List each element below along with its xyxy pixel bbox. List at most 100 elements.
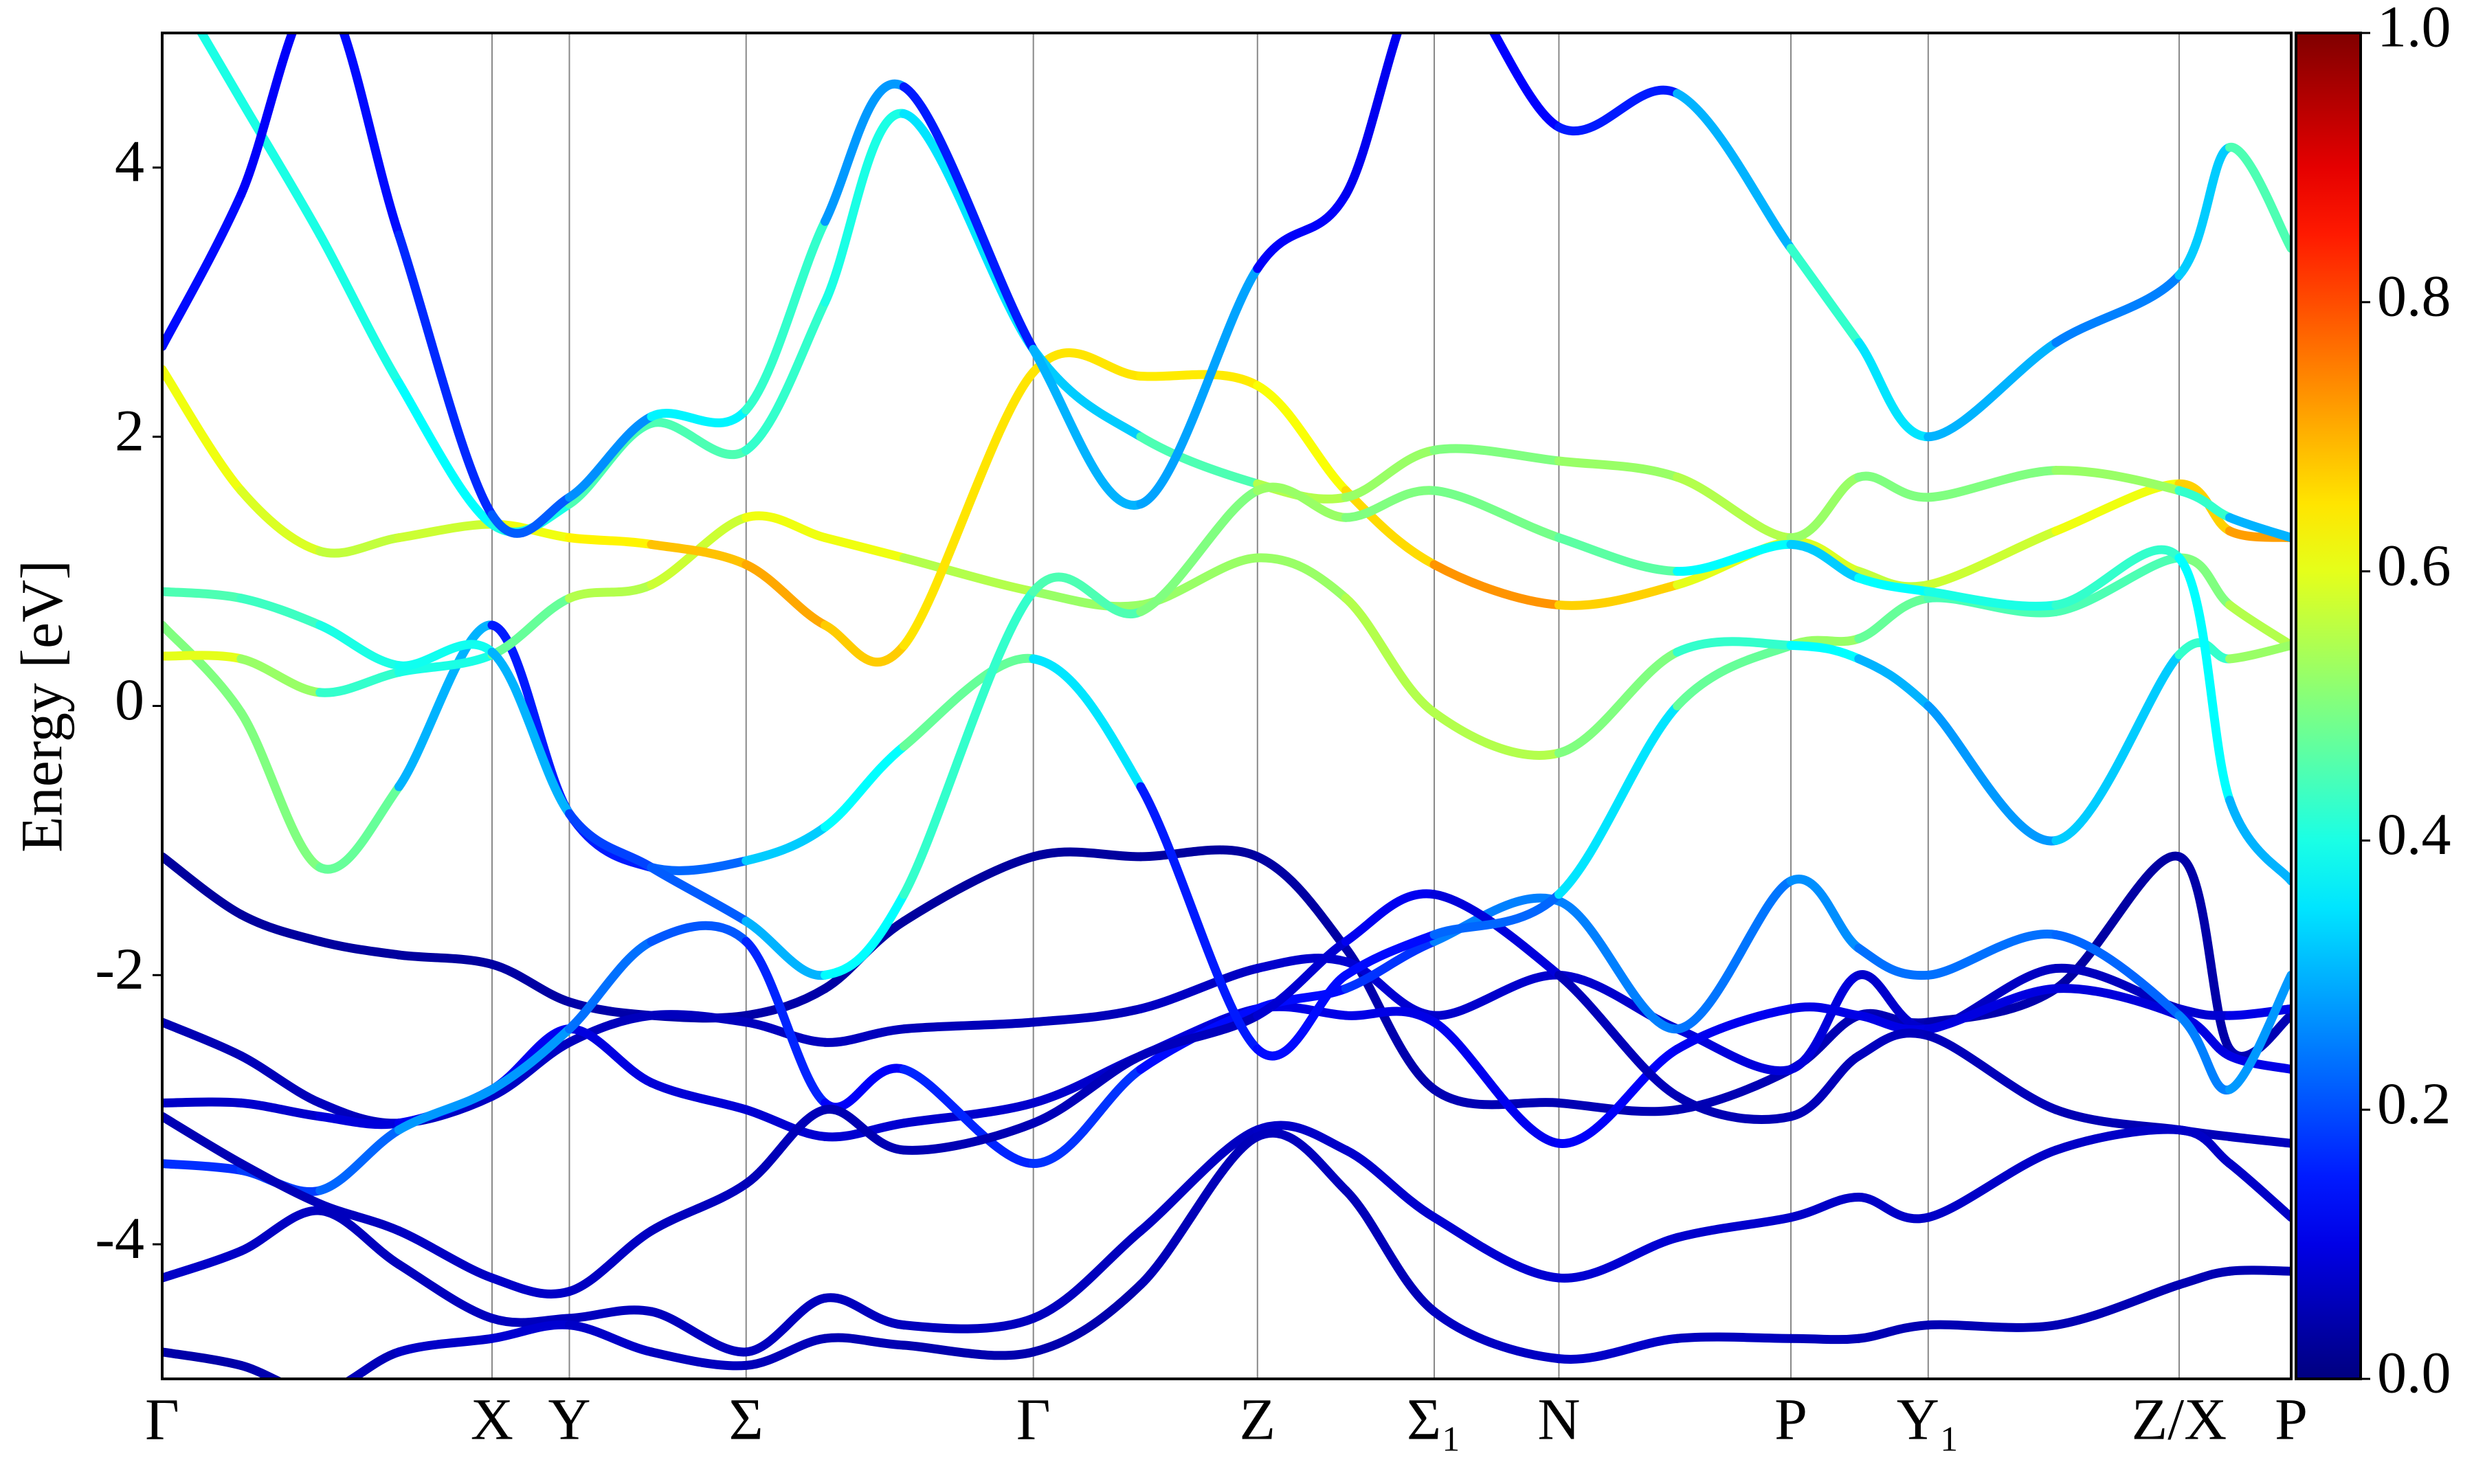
band-segment xyxy=(315,1199,403,1236)
band-segment xyxy=(2051,930,2184,1020)
colorbar xyxy=(2295,32,2362,1380)
band-segment xyxy=(742,216,830,415)
band-segment xyxy=(1341,445,1439,502)
band-segment xyxy=(565,1226,656,1296)
band-segment xyxy=(742,1293,830,1357)
colorbar-tick-label: 0.0 xyxy=(2377,1340,2451,1406)
band-segment xyxy=(821,1105,909,1155)
band-segment xyxy=(1924,930,2061,980)
band-segment xyxy=(1554,897,1682,1034)
band-segment xyxy=(1253,936,1350,1020)
band-segment xyxy=(1554,85,1682,136)
band-segment xyxy=(742,984,830,1020)
colorbar-tick-label: 1.0 xyxy=(2377,0,2451,60)
band-segment xyxy=(394,1259,497,1323)
band-segment xyxy=(1029,847,1146,862)
band-segment xyxy=(1854,943,1933,980)
band-segment xyxy=(1429,708,1563,760)
band-segment xyxy=(394,640,497,671)
band-segment xyxy=(162,1097,246,1108)
band-segment xyxy=(2174,553,2234,610)
band-segment xyxy=(821,1024,909,1047)
band-segment xyxy=(2174,486,2234,522)
band-segment xyxy=(1924,587,2061,611)
band-segment xyxy=(821,1293,909,1330)
band-segment xyxy=(394,1226,497,1283)
band-segment xyxy=(1786,472,1864,543)
band-segment xyxy=(1786,243,1864,348)
band-segment xyxy=(565,580,656,603)
band-segment xyxy=(1136,782,1262,1054)
band-segment xyxy=(1253,381,1350,495)
band-segment xyxy=(565,1320,656,1357)
band-segment xyxy=(1429,1085,1563,1110)
band-segment xyxy=(236,708,325,873)
band-segment xyxy=(1673,539,1796,576)
band-segment xyxy=(394,620,497,791)
band-segment xyxy=(236,486,325,556)
band-segment xyxy=(565,809,656,873)
band-segment xyxy=(899,1018,1038,1034)
band-segment xyxy=(1341,486,1439,570)
band-segment xyxy=(565,936,656,1034)
band-segment xyxy=(1341,486,1439,522)
band-segment xyxy=(394,230,497,519)
band-segment xyxy=(742,822,830,866)
band-segment xyxy=(647,1347,751,1371)
band-segment xyxy=(1854,1193,1933,1224)
band-segment xyxy=(647,1010,751,1027)
band-segment xyxy=(899,587,1038,899)
colorbar-tick-label: 0.8 xyxy=(2377,263,2451,329)
band-segment xyxy=(742,297,830,455)
band-segment xyxy=(1854,1028,1933,1061)
band-segment xyxy=(236,1098,325,1121)
band-segment xyxy=(2174,1011,2234,1094)
band-segment xyxy=(821,620,909,667)
band-segment xyxy=(1786,1051,1864,1121)
band-segment xyxy=(1924,1320,2061,1332)
band-segment xyxy=(162,1112,246,1169)
band-segment xyxy=(394,1334,497,1357)
x-tick-label: P xyxy=(2275,1386,2308,1452)
band-segment xyxy=(2174,1004,2234,1020)
band-segment xyxy=(394,950,497,969)
band-segment xyxy=(1429,560,1563,610)
band-segment xyxy=(1924,984,2061,1034)
band-segment xyxy=(565,1011,656,1047)
band-segment xyxy=(1673,89,1796,253)
band-segment xyxy=(344,1347,403,1379)
band-segment xyxy=(315,1125,403,1195)
band-segment xyxy=(1854,573,1933,596)
band-segment xyxy=(1029,572,1146,618)
band-segment xyxy=(1341,33,1403,199)
band-segment xyxy=(1253,190,1350,273)
band-segment xyxy=(742,560,830,630)
x-tick-label: X xyxy=(471,1386,513,1452)
band-segment xyxy=(1924,701,2061,846)
band-segment xyxy=(1253,1128,1350,1195)
band-segment xyxy=(1554,647,1682,758)
band-segment xyxy=(1029,1004,1146,1027)
band-segment xyxy=(1673,1332,1796,1343)
band-segment xyxy=(1253,970,1350,1061)
band-segment xyxy=(647,856,751,875)
band-segment xyxy=(1341,1145,1439,1222)
band-segment xyxy=(1924,984,2061,1027)
band-segment xyxy=(2051,479,2184,536)
x-tick-label: Σ₁ xyxy=(1407,1386,1462,1452)
band-segment xyxy=(1786,539,1864,583)
band-segment xyxy=(1429,486,1563,543)
band-segment xyxy=(236,33,298,199)
band-segment xyxy=(487,647,575,818)
band-segment xyxy=(1924,338,2061,442)
band-segment xyxy=(1029,1226,1146,1323)
band-segment xyxy=(1673,1004,1796,1054)
band-segment xyxy=(2051,553,2184,616)
band-segment xyxy=(1673,1213,1796,1242)
band-segment xyxy=(487,1024,575,1094)
colorbar-tick-label: 0.6 xyxy=(2377,532,2451,598)
band-segment xyxy=(2051,1125,2184,1155)
band-segment xyxy=(647,1078,751,1114)
band-segment xyxy=(899,1064,1038,1169)
band-segment xyxy=(2174,1266,2234,1290)
